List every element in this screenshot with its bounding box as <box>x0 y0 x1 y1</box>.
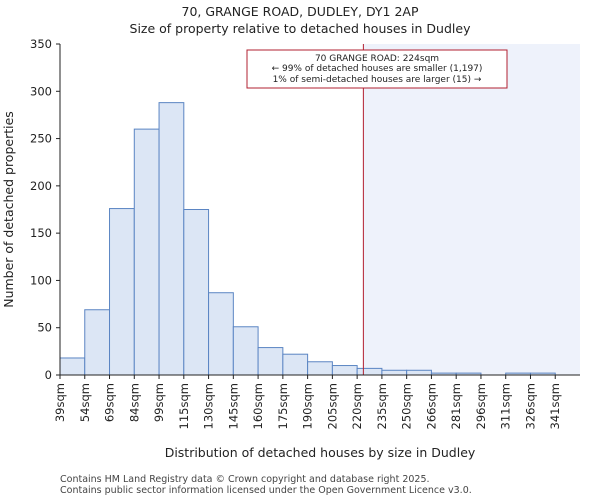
annotation-box <box>246 49 508 89</box>
x-tick-label: 69sqm <box>103 383 117 422</box>
y-tick-label: 200 <box>30 179 52 193</box>
y-tick-label: 300 <box>30 84 52 98</box>
annotation-line-1: 70 GRANGE ROAD: 224sqm <box>315 54 439 64</box>
bar-190sqm <box>307 361 333 376</box>
x-tick-label: 99sqm <box>152 383 166 422</box>
annotation-line-2: ← 99% of detached houses are smaller (1,… <box>272 64 483 74</box>
x-tick-label: 145sqm <box>226 383 240 429</box>
footer-line-2: Contains public sector information licen… <box>60 485 472 496</box>
x-tick-label: 84sqm <box>127 383 141 422</box>
y-tick-label: 350 <box>30 37 52 51</box>
x-tick-label: 296sqm <box>474 383 488 429</box>
y-axis-label: Number of detached properties <box>1 111 16 308</box>
x-tick-label: 281sqm <box>449 383 463 429</box>
y-tick-label: 50 <box>37 321 52 335</box>
y-tick-label: 250 <box>30 132 52 146</box>
x-tick-label: 220sqm <box>350 383 364 429</box>
bar-99sqm <box>158 102 185 376</box>
y-tick-label: 100 <box>30 273 52 287</box>
x-tick-label: 175sqm <box>276 383 290 429</box>
x-tick-label: 160sqm <box>251 383 265 429</box>
chart-title: 70, GRANGE ROAD, DUDLEY, DY1 2AP <box>181 4 419 19</box>
x-tick-label: 39sqm <box>53 383 67 422</box>
x-tick-label: 130sqm <box>202 383 216 429</box>
x-tick-label: 311sqm <box>499 383 513 429</box>
annotation-line-3: 1% of semi-detached houses are larger (1… <box>273 75 482 85</box>
bar-205sqm <box>331 365 358 376</box>
x-axis-label: Distribution of detached houses by size … <box>165 445 476 460</box>
bar-115sqm <box>183 209 210 376</box>
bar-84sqm <box>133 128 160 376</box>
x-tick-label: 235sqm <box>375 383 389 429</box>
bar-130sqm <box>208 292 234 376</box>
bar-250sqm <box>406 369 432 376</box>
bar-145sqm <box>232 326 259 376</box>
x-tick-label: 326sqm <box>523 383 537 429</box>
x-tick-label: 205sqm <box>325 383 339 429</box>
chart-subtitle: Size of property relative to detached ho… <box>129 21 471 36</box>
x-tick-label: 190sqm <box>301 383 315 429</box>
bar-220sqm <box>356 367 383 376</box>
bar-235sqm <box>381 369 408 376</box>
larger-region-shade <box>363 44 580 375</box>
x-tick-label: 250sqm <box>400 383 414 429</box>
y-tick-label: 150 <box>30 226 52 240</box>
x-tick-label: 266sqm <box>424 383 438 429</box>
bar-160sqm <box>257 347 284 376</box>
bar-175sqm <box>282 353 309 376</box>
bar-54sqm <box>84 309 111 376</box>
bar-39sqm <box>59 357 86 376</box>
x-tick-label: 341sqm <box>548 383 562 429</box>
bar-69sqm <box>109 208 135 376</box>
x-tick-label: 115sqm <box>177 383 191 429</box>
x-tick-label: 54sqm <box>78 383 92 422</box>
y-tick-label: 0 <box>45 368 52 382</box>
footer-line-1: Contains HM Land Registry data © Crown c… <box>60 474 430 485</box>
